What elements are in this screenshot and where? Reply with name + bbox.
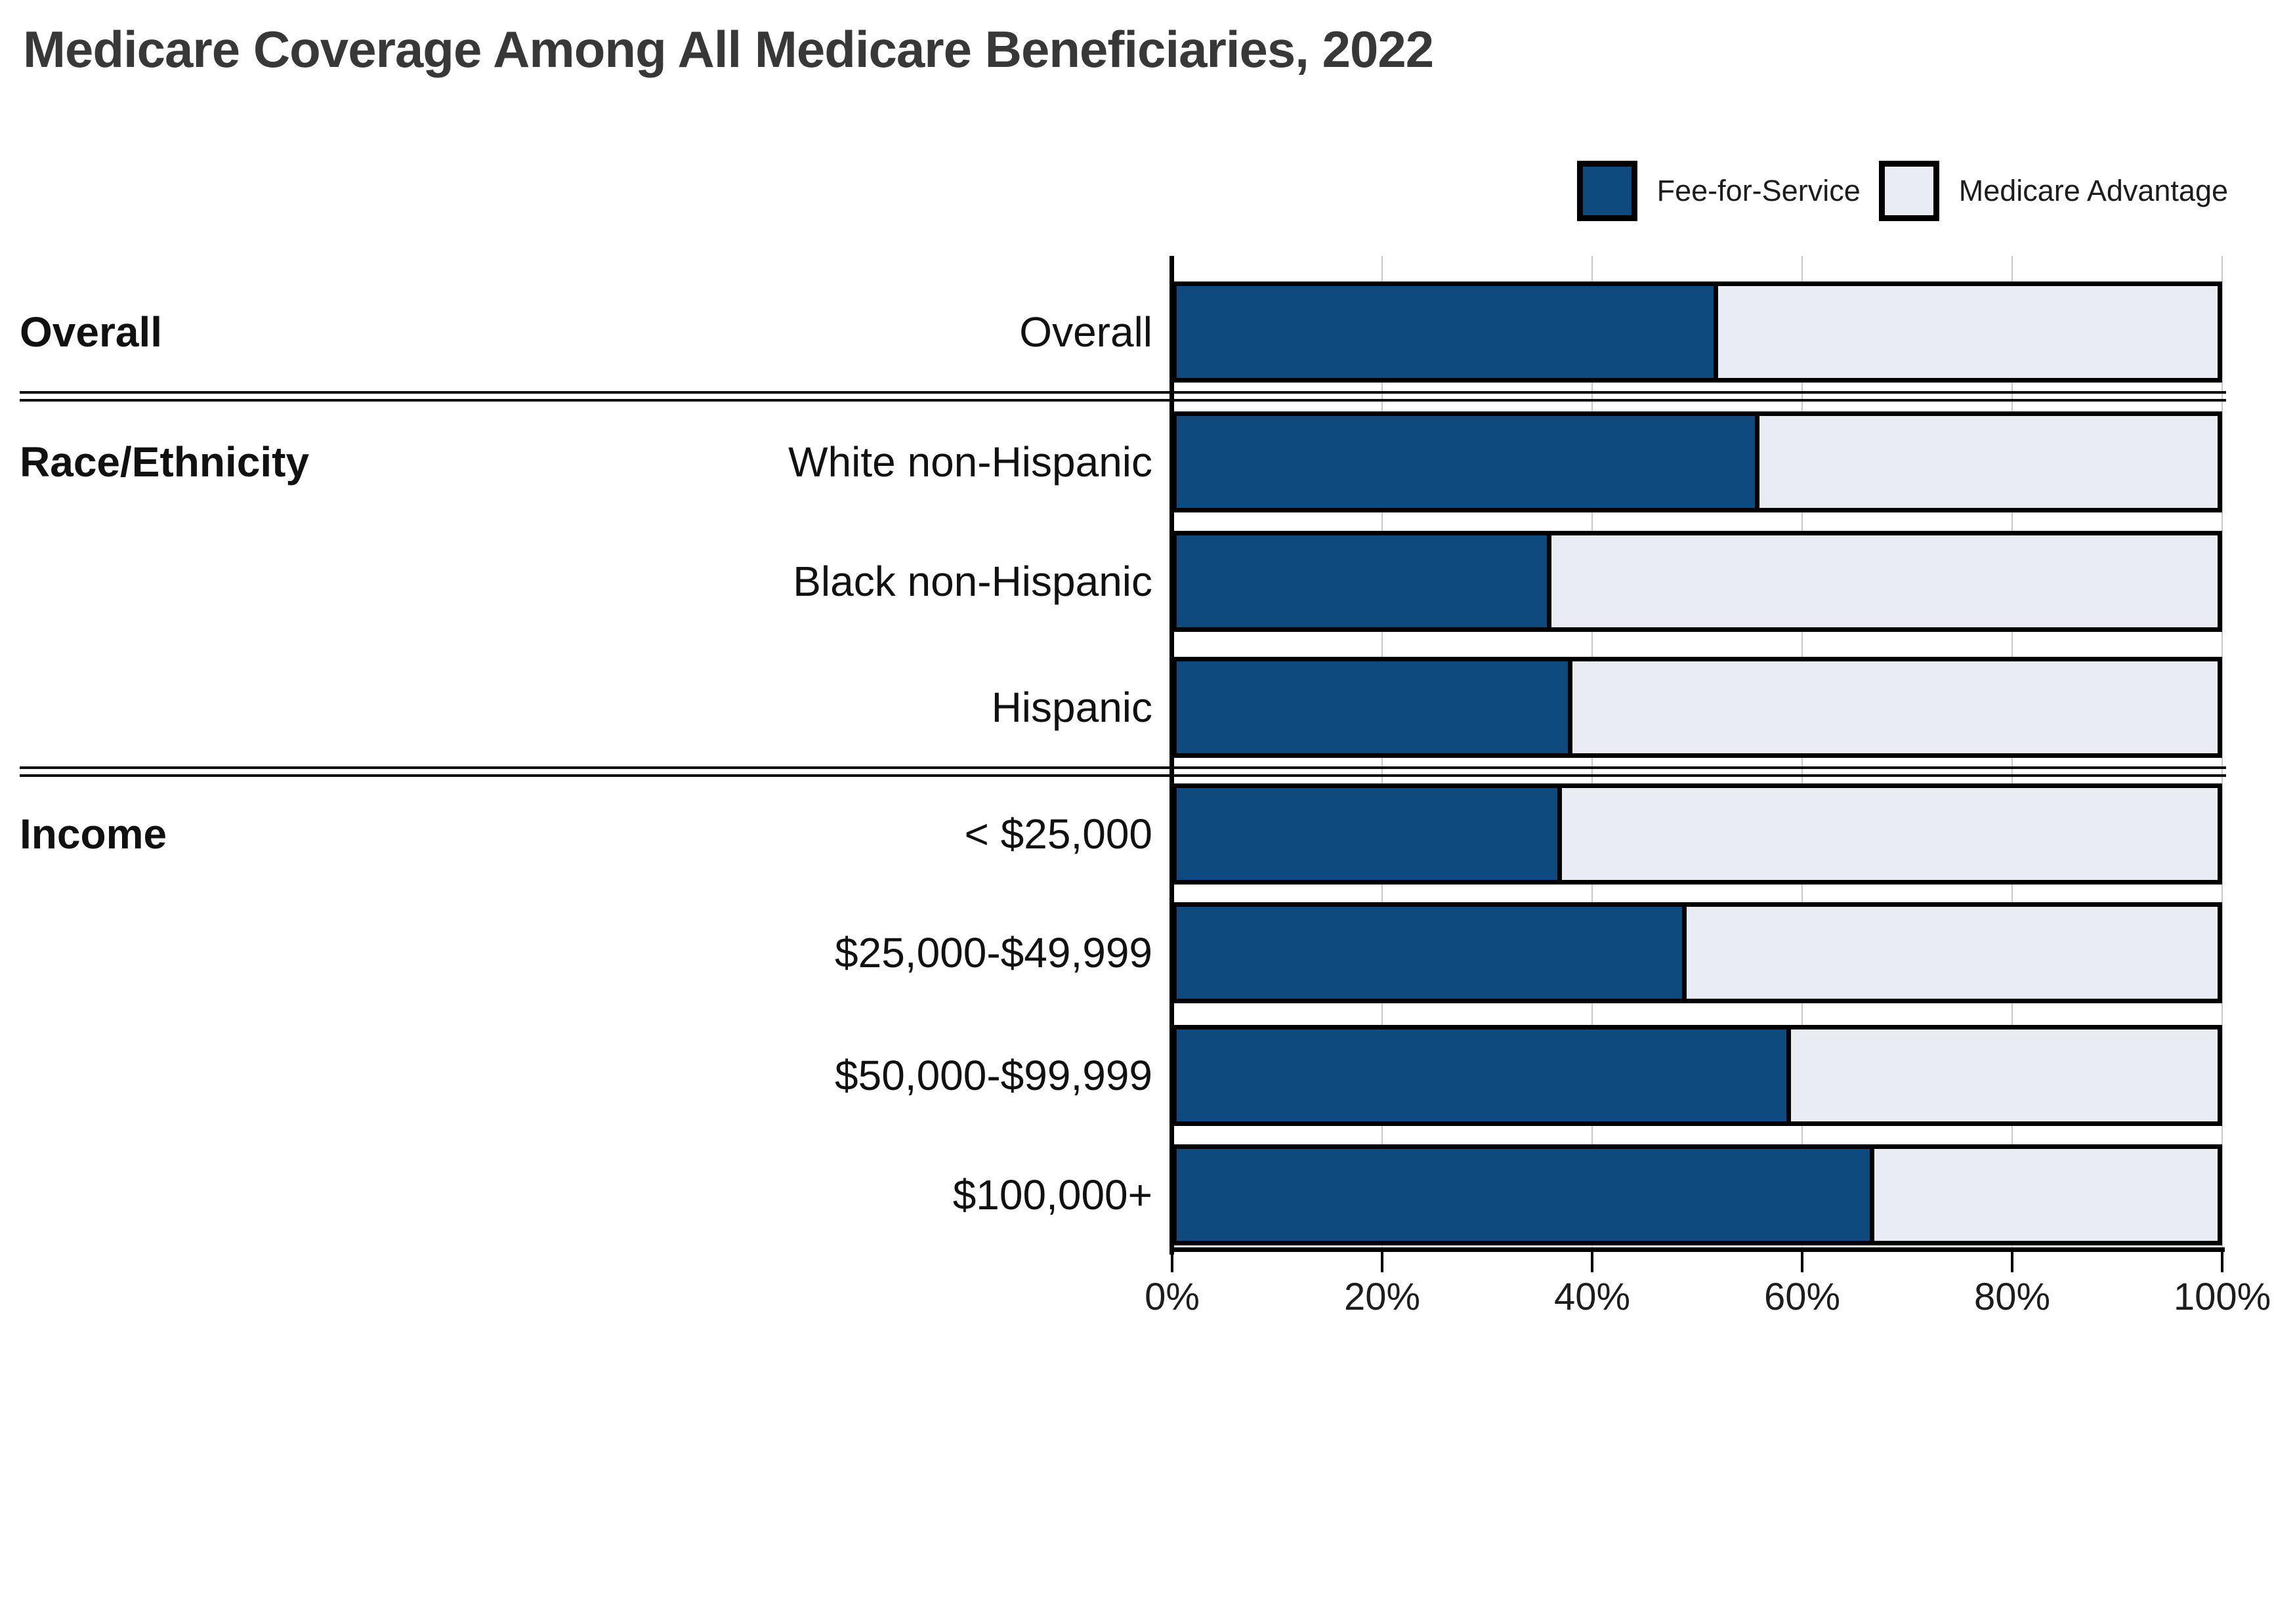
bar-row — [1172, 657, 2222, 758]
legend-item-fee-for-service: Fee-for-Service — [1576, 161, 1861, 221]
legend-swatch-fee-for-service — [1576, 161, 1637, 221]
bar-segment-fee-for-service — [1177, 907, 1687, 999]
row-label: White non-Hispanic — [788, 438, 1152, 486]
bar-row — [1172, 1025, 2222, 1126]
bar-segment-fee-for-service — [1177, 286, 1718, 378]
y-axis-line — [1169, 256, 1174, 1255]
tick-mark — [1801, 1250, 1803, 1272]
tick-mark — [2011, 1250, 2013, 1272]
group-separator-line — [20, 774, 2226, 777]
row-label: $25,000-$49,999 — [835, 929, 1152, 976]
bar-segment-medicare-advantage — [1874, 1149, 2218, 1241]
legend-label-fee-for-service: Fee-for-Service — [1656, 174, 1861, 207]
group-label: Race/Ethnicity — [20, 438, 310, 486]
bar-segment-medicare-advantage — [1759, 416, 2218, 508]
row-label: $50,000-$99,999 — [835, 1052, 1152, 1099]
tick-label: 40% — [1553, 1276, 1631, 1318]
row-label: Black non-Hispanic — [793, 558, 1152, 605]
bar-row — [1172, 531, 2222, 632]
tick-mark — [1171, 1250, 1173, 1272]
row-label: Hispanic — [991, 684, 1152, 731]
bar-segment-fee-for-service — [1177, 535, 1551, 627]
bar-segment-medicare-advantage — [1561, 788, 2218, 880]
group-label: Overall — [20, 308, 163, 356]
bar-segment-medicare-advantage — [1717, 286, 2218, 378]
row-label: < $25,000 — [964, 810, 1153, 858]
tick-mark — [1591, 1250, 1593, 1272]
tick-mark — [1381, 1250, 1383, 1272]
tick-label: 0% — [1145, 1276, 1200, 1318]
bar-segment-fee-for-service — [1177, 416, 1760, 508]
bar-segment-medicare-advantage — [1790, 1030, 2218, 1121]
legend-label-medicare-advantage: Medicare Advantage — [1958, 174, 2228, 207]
bar-segment-medicare-advantage — [1572, 661, 2218, 753]
gridline — [2221, 256, 2223, 1250]
bar-row — [1172, 1144, 2222, 1245]
x-axis-line — [1169, 1247, 2225, 1252]
bar-row — [1172, 783, 2222, 885]
group-label: Income — [20, 810, 167, 858]
bar-segment-fee-for-service — [1177, 788, 1562, 880]
bar-row — [1172, 411, 2222, 512]
bar-segment-medicare-advantage — [1551, 535, 2218, 627]
bar-segment-medicare-advantage — [1687, 907, 2218, 999]
tick-label: 60% — [1763, 1276, 1841, 1318]
bar-row — [1172, 902, 2222, 1003]
tick-label: 20% — [1343, 1276, 1421, 1318]
group-separator-line — [20, 766, 2226, 769]
bar-segment-fee-for-service — [1177, 1030, 1791, 1121]
row-label: $100,000+ — [952, 1171, 1152, 1218]
group-separator-line — [20, 399, 2226, 402]
tick-label: 100% — [2173, 1276, 2271, 1318]
group-separator-line — [20, 391, 2226, 394]
bar-row — [1172, 281, 2222, 383]
legend-item-medicare-advantage: Medicare Advantage — [1878, 161, 2228, 221]
bar-segment-fee-for-service — [1177, 1149, 1874, 1241]
legend: Fee-for-Service Medicare Advantage — [1576, 161, 2228, 221]
row-label: Overall — [1019, 308, 1152, 356]
chart-title: Medicare Coverage Among All Medicare Ben… — [23, 20, 1434, 78]
tick-label: 80% — [1973, 1276, 2051, 1318]
legend-swatch-medicare-advantage — [1878, 161, 1939, 221]
bar-segment-fee-for-service — [1177, 661, 1572, 753]
tick-mark — [2221, 1250, 2223, 1272]
